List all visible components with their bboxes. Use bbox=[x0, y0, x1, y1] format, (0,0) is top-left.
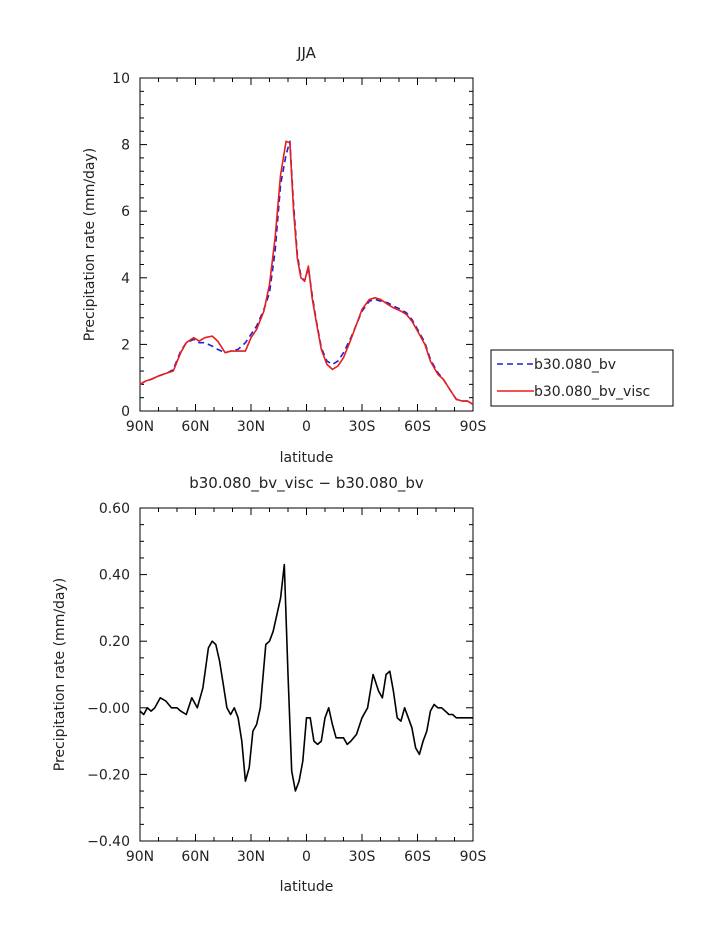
bottom-y-axis-label: Precipitation rate (mm/day) bbox=[52, 578, 68, 772]
top-y-tick-label: 4 bbox=[121, 271, 130, 287]
legend: b30.080_bv b30.080_bv_visc bbox=[490, 349, 674, 407]
bottom-panel: b30.080_bv_visc − b30.080_bv latitude Pr… bbox=[52, 474, 486, 895]
bottom-x-tick-label: 90S bbox=[460, 849, 487, 865]
legend-label-b30-080-bv: b30.080_bv bbox=[534, 357, 616, 373]
top-x-axis-label: latitude bbox=[280, 450, 334, 466]
bottom-ticks bbox=[139, 507, 474, 842]
bottom-tick-labels: 90N 60N 30N 0 30S 60S 90S −0.40 −0.20 −0.00 0.20 0.… bbox=[87, 501, 486, 865]
bottom-y-tick-label: −0.00 bbox=[87, 701, 130, 717]
top-x-tick-label: 60N bbox=[181, 419, 209, 435]
bottom-x-tick-label: 90N bbox=[126, 849, 154, 865]
bottom-x-tick-label: 60N bbox=[181, 849, 209, 865]
bottom-y-tick-label: −0.20 bbox=[87, 767, 130, 783]
top-y-tick-label: 8 bbox=[121, 138, 130, 154]
legend-label-b30-080-bv-visc: b30.080_bv_visc bbox=[534, 384, 650, 400]
bottom-x-tick-label: 30N bbox=[237, 849, 265, 865]
top-y-tick-label: 2 bbox=[121, 337, 130, 353]
legend-box bbox=[490, 349, 674, 407]
top-y-tick-label: 10 bbox=[112, 71, 130, 87]
top-x-tick-label: 60S bbox=[404, 419, 431, 435]
top-x-tick-label: 30N bbox=[237, 419, 265, 435]
top-tick-labels: 90N 60N 30N 0 30S 60S 90S 0 2 4 6 8 10 bbox=[112, 71, 486, 435]
bottom-x-tick-label: 60S bbox=[404, 849, 431, 865]
top-y-tick-label: 6 bbox=[121, 204, 130, 220]
top-ticks bbox=[139, 77, 474, 412]
bottom-y-tick-label: 0.20 bbox=[99, 634, 130, 650]
top-y-axis-label: Precipitation rate (mm/day) bbox=[82, 148, 98, 342]
top-series-line-b30-080-bv-visc bbox=[139, 140, 474, 405]
bottom-y-tick-label: −0.40 bbox=[87, 834, 130, 850]
bottom-chart-title: b30.080_bv_visc − b30.080_bv bbox=[189, 474, 424, 493]
top-plot-frame bbox=[139, 77, 474, 412]
bottom-x-tick-label: 30S bbox=[349, 849, 376, 865]
top-x-tick-label: 0 bbox=[302, 419, 311, 435]
bottom-x-tick-label: 0 bbox=[302, 849, 311, 865]
top-x-tick-label: 90S bbox=[460, 419, 487, 435]
top-x-tick-label: 90N bbox=[126, 419, 154, 435]
top-series bbox=[139, 140, 474, 405]
bottom-series-line-difference bbox=[139, 563, 473, 792]
bottom-y-tick-label: 0.60 bbox=[99, 501, 130, 517]
top-panel: JJA latitude Precipitation rate (mm/day)… bbox=[82, 44, 486, 466]
top-y-tick-label: 0 bbox=[121, 404, 130, 420]
bottom-plot-frame bbox=[139, 507, 474, 842]
bottom-y-tick-label: 0.40 bbox=[99, 568, 130, 584]
bottom-x-axis-label: latitude bbox=[280, 879, 334, 895]
bottom-series bbox=[139, 563, 473, 792]
top-x-tick-label: 30S bbox=[349, 419, 376, 435]
top-chart-title: JJA bbox=[296, 44, 317, 62]
